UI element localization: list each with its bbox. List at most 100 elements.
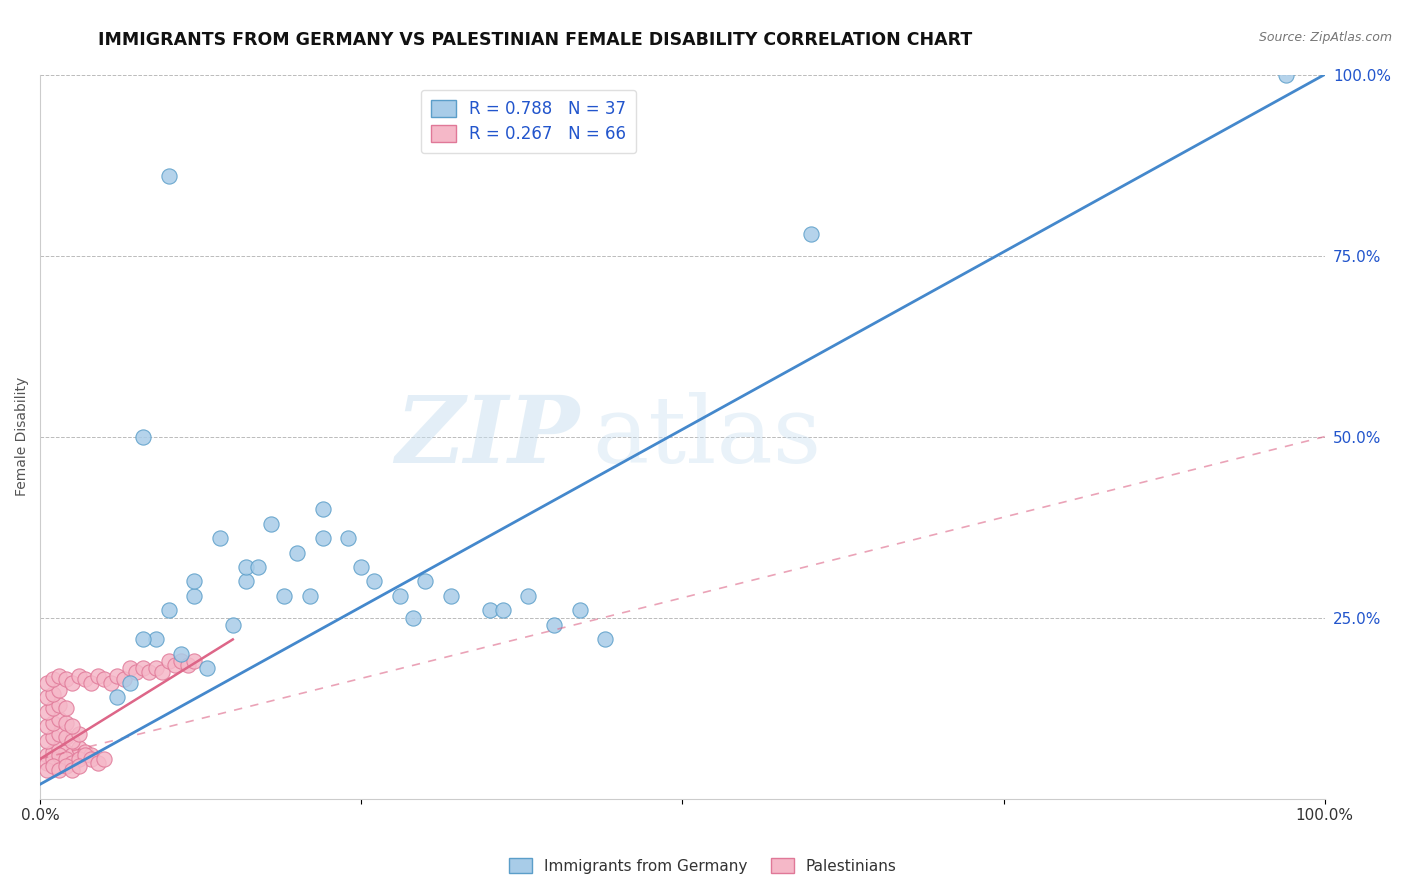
- Point: [132, 430, 155, 444]
- Point: [48, 698, 70, 712]
- Point: [112, 673, 135, 687]
- Point: [100, 676, 122, 690]
- Point: [67, 668, 90, 682]
- Point: [60, 748, 83, 763]
- Point: [55, 752, 77, 766]
- Point: [42, 701, 65, 715]
- Text: Source: ZipAtlas.com: Source: ZipAtlas.com: [1258, 31, 1392, 45]
- Point: [401, 610, 423, 624]
- Point: [543, 618, 565, 632]
- Point: [75, 673, 97, 687]
- Point: [105, 668, 128, 682]
- Point: [800, 227, 823, 241]
- Point: [363, 574, 385, 589]
- Point: [145, 661, 167, 675]
- Point: [125, 665, 148, 679]
- Point: [42, 687, 65, 701]
- Point: [35, 676, 58, 690]
- Point: [60, 763, 83, 777]
- Point: [42, 730, 65, 744]
- Point: [60, 734, 83, 748]
- Point: [55, 730, 77, 744]
- Point: [132, 632, 155, 647]
- Point: [517, 589, 540, 603]
- Point: [235, 574, 257, 589]
- Point: [93, 752, 115, 766]
- Point: [337, 531, 360, 545]
- Point: [183, 574, 205, 589]
- Point: [42, 673, 65, 687]
- Point: [55, 715, 77, 730]
- Point: [183, 589, 205, 603]
- Point: [48, 748, 70, 763]
- Point: [60, 676, 83, 690]
- Point: [80, 748, 103, 763]
- Point: [118, 676, 141, 690]
- Point: [48, 712, 70, 726]
- Point: [157, 654, 180, 668]
- Point: [80, 752, 103, 766]
- Point: [145, 632, 167, 647]
- Point: [285, 545, 308, 559]
- Point: [138, 665, 160, 679]
- Point: [157, 603, 180, 617]
- Point: [298, 589, 321, 603]
- Point: [60, 756, 83, 770]
- Point: [208, 531, 231, 545]
- Legend: R = 0.788   N = 37, R = 0.267   N = 66: R = 0.788 N = 37, R = 0.267 N = 66: [420, 90, 636, 153]
- Point: [48, 668, 70, 682]
- Point: [35, 748, 58, 763]
- Point: [55, 745, 77, 759]
- Point: [75, 748, 97, 763]
- Point: [312, 531, 335, 545]
- Point: [350, 560, 373, 574]
- Point: [247, 560, 270, 574]
- Point: [415, 574, 437, 589]
- Point: [42, 759, 65, 773]
- Point: [42, 745, 65, 759]
- Y-axis label: Female Disability: Female Disability: [15, 377, 30, 496]
- Point: [312, 502, 335, 516]
- Point: [35, 734, 58, 748]
- Point: [388, 589, 411, 603]
- Point: [478, 603, 501, 617]
- Point: [48, 763, 70, 777]
- Point: [67, 741, 90, 756]
- Point: [93, 673, 115, 687]
- Point: [157, 169, 180, 183]
- Point: [163, 657, 186, 672]
- Point: [1275, 68, 1298, 82]
- Point: [35, 756, 58, 770]
- Point: [235, 560, 257, 574]
- Point: [67, 726, 90, 740]
- Point: [48, 741, 70, 756]
- Point: [42, 715, 65, 730]
- Point: [67, 759, 90, 773]
- Point: [80, 676, 103, 690]
- Point: [42, 752, 65, 766]
- Point: [67, 752, 90, 766]
- Point: [75, 745, 97, 759]
- Point: [150, 665, 173, 679]
- Point: [222, 618, 245, 632]
- Point: [87, 668, 110, 682]
- Point: [35, 719, 58, 733]
- Point: [87, 756, 110, 770]
- Point: [118, 661, 141, 675]
- Point: [170, 647, 193, 661]
- Point: [195, 661, 218, 675]
- Point: [595, 632, 617, 647]
- Point: [55, 701, 77, 715]
- Point: [35, 690, 58, 705]
- Point: [48, 683, 70, 698]
- Point: [35, 705, 58, 719]
- Point: [273, 589, 295, 603]
- Point: [568, 603, 591, 617]
- Point: [170, 654, 193, 668]
- Point: [55, 759, 77, 773]
- Point: [105, 690, 128, 705]
- Point: [60, 719, 83, 733]
- Point: [183, 654, 205, 668]
- Text: ZIP: ZIP: [395, 392, 579, 482]
- Text: IMMIGRANTS FROM GERMANY VS PALESTINIAN FEMALE DISABILITY CORRELATION CHART: IMMIGRANTS FROM GERMANY VS PALESTINIAN F…: [98, 31, 973, 49]
